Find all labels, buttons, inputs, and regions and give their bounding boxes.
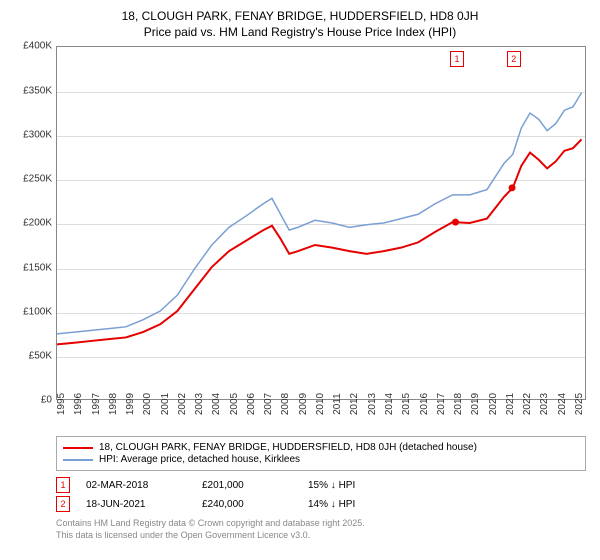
x-axis-label: 2020 <box>488 393 499 415</box>
x-axis-label: 2014 <box>384 393 395 415</box>
x-axis-label: 2023 <box>539 393 550 415</box>
legend-swatch <box>63 447 93 449</box>
x-axis-label: 1996 <box>73 393 84 415</box>
x-axis-label: 1998 <box>108 393 119 415</box>
sale-marker-box: 2 <box>507 51 521 67</box>
sale-marker-dot <box>509 185 516 192</box>
x-axis-label: 2010 <box>315 393 326 415</box>
x-axis-label: 2005 <box>229 393 240 415</box>
sale-row: 1 02-MAR-2018 £201,000 15% ↓ HPI <box>56 477 586 493</box>
y-axis-label: £400K <box>12 41 52 52</box>
legend-label: HPI: Average price, detached house, Kirk… <box>99 454 300 465</box>
plot-area: 12 <box>56 46 586 400</box>
x-axis-label: 2002 <box>177 393 188 415</box>
x-axis-label: 1999 <box>125 393 136 415</box>
y-axis-label: £300K <box>12 129 52 140</box>
chart: £0£50K£100K£150K£200K£250K£300K£350K£400… <box>12 46 588 428</box>
legend-item: 18, CLOUGH PARK, FENAY BRIDGE, HUDDERSFI… <box>63 442 579 453</box>
y-axis-label: £0 <box>12 395 52 406</box>
x-axis-label: 2017 <box>436 393 447 415</box>
sale-price: £201,000 <box>202 480 292 491</box>
x-axis-label: 2025 <box>574 393 585 415</box>
sale-row: 2 18-JUN-2021 £240,000 14% ↓ HPI <box>56 496 586 512</box>
x-axis-label: 2021 <box>505 393 516 415</box>
sale-date: 02-MAR-2018 <box>86 480 186 491</box>
x-axis-label: 2012 <box>349 393 360 415</box>
series-line-hpi <box>57 93 582 334</box>
y-axis-label: £350K <box>12 85 52 96</box>
series-line-price_paid <box>57 140 582 345</box>
sale-diff: 14% ↓ HPI <box>308 499 408 510</box>
x-axis-label: 1995 <box>56 393 67 415</box>
sale-price: £240,000 <box>202 499 292 510</box>
x-axis-label: 2000 <box>142 393 153 415</box>
y-axis-label: £150K <box>12 262 52 273</box>
legend: 18, CLOUGH PARK, FENAY BRIDGE, HUDDERSFI… <box>56 436 586 471</box>
x-axis-label: 2011 <box>332 394 343 416</box>
title-line2: Price paid vs. HM Land Registry's House … <box>12 24 588 40</box>
legend-item: HPI: Average price, detached house, Kirk… <box>63 454 579 465</box>
x-axis-label: 2013 <box>367 393 378 415</box>
footer-line1: Contains HM Land Registry data © Crown c… <box>56 518 588 530</box>
x-axis-label: 2015 <box>401 393 412 415</box>
footer-line2: This data is licensed under the Open Gov… <box>56 530 588 542</box>
x-axis-label: 2009 <box>298 393 309 415</box>
x-axis-label: 2016 <box>419 393 430 415</box>
legend-swatch <box>63 459 93 461</box>
title-line1: 18, CLOUGH PARK, FENAY BRIDGE, HUDDERSFI… <box>12 8 588 24</box>
x-axis-label: 2022 <box>522 393 533 415</box>
y-axis-label: £250K <box>12 174 52 185</box>
sale-number-box: 1 <box>56 477 70 493</box>
y-axis-label: £200K <box>12 218 52 229</box>
footer-attribution: Contains HM Land Registry data © Crown c… <box>56 518 588 541</box>
x-axis-label: 2001 <box>160 393 171 415</box>
legend-label: 18, CLOUGH PARK, FENAY BRIDGE, HUDDERSFI… <box>99 442 477 453</box>
x-axis-label: 2004 <box>211 393 222 415</box>
sale-diff: 15% ↓ HPI <box>308 480 408 491</box>
x-axis-label: 2008 <box>280 393 291 415</box>
chart-title: 18, CLOUGH PARK, FENAY BRIDGE, HUDDERSFI… <box>12 8 588 40</box>
x-axis-label: 2024 <box>557 393 568 415</box>
sales-table: 1 02-MAR-2018 £201,000 15% ↓ HPI 2 18-JUN-202… <box>56 477 586 512</box>
x-axis-label: 1997 <box>91 393 102 415</box>
sale-number-box: 2 <box>56 496 70 512</box>
x-axis-label: 2006 <box>246 393 257 415</box>
y-axis-label: £50K <box>12 351 52 362</box>
sale-marker-box: 1 <box>450 51 464 67</box>
sale-date: 18-JUN-2021 <box>86 499 186 510</box>
x-axis-label: 2007 <box>263 393 274 415</box>
sale-marker-dot <box>452 219 459 226</box>
y-axis-label: £100K <box>12 306 52 317</box>
x-axis-label: 2003 <box>194 393 205 415</box>
x-axis-label: 2019 <box>470 393 481 415</box>
x-axis-label: 2018 <box>453 393 464 415</box>
